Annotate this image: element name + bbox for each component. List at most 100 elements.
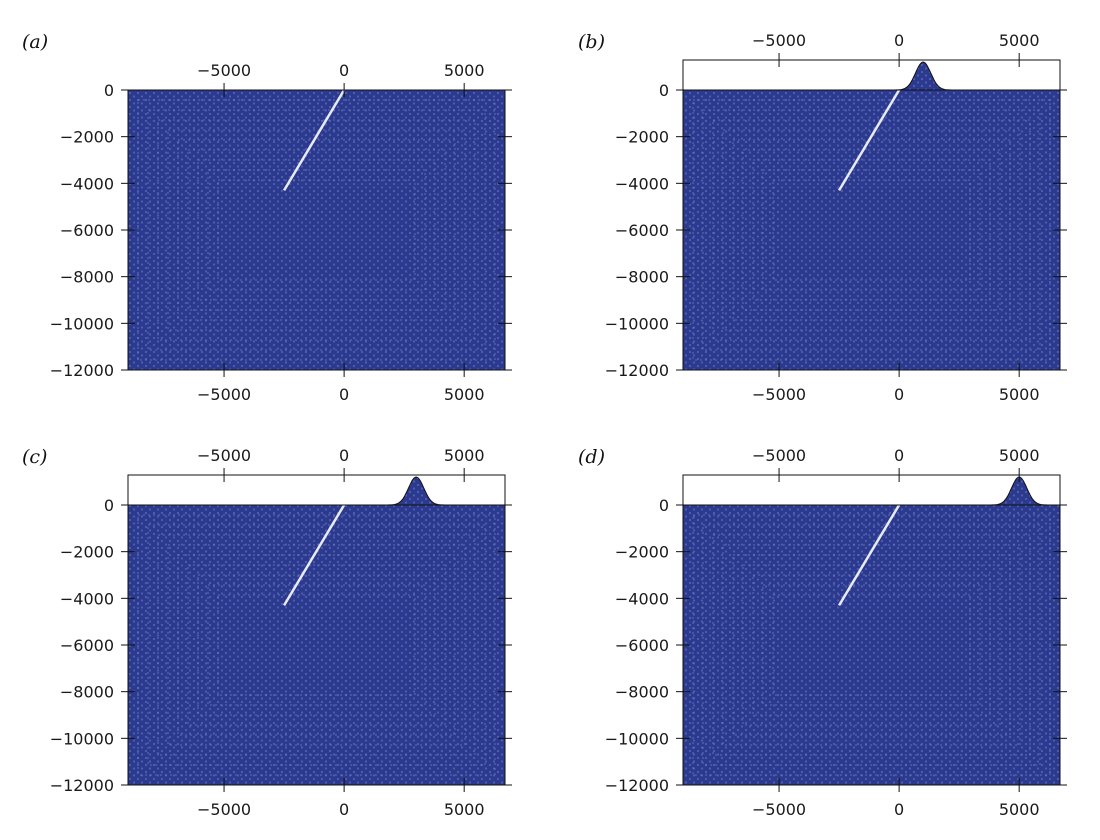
y-tick-label: −6000 — [615, 221, 669, 240]
layer-line — [732, 139, 1011, 321]
y-tick-label: −12000 — [50, 776, 114, 795]
layer-line — [207, 169, 426, 291]
layer-line — [702, 109, 1041, 351]
panel-a: (a) 0 −2000 −4000 −6000 −8000 −10000 −12000 −500… — [22, 31, 512, 404]
y-tick-label: −2000 — [615, 543, 669, 562]
x-tick-label: 0 — [894, 385, 904, 404]
layer-line — [147, 524, 486, 766]
y-tick-label: −12000 — [605, 776, 669, 795]
layer-line — [177, 554, 456, 736]
y-tick-label: −10000 — [50, 729, 114, 748]
panel-c: (c) 0 −2000 −4000 −6000 −8000 −10000 −12000 −500… — [22, 446, 512, 819]
panel-label: (d) — [578, 446, 605, 468]
panel-label: (b) — [578, 31, 605, 53]
x-tick-label: −5000 — [197, 800, 251, 819]
layer-line — [167, 129, 466, 331]
layer-line — [197, 574, 436, 716]
layer-line — [692, 514, 1051, 776]
layer-line — [722, 129, 1021, 331]
y-tick-label: 0 — [104, 81, 114, 100]
surface-frame — [682, 474, 1061, 506]
layer-line — [772, 179, 971, 281]
layer-line — [157, 534, 476, 756]
layer-line — [187, 564, 446, 726]
surface-frame — [127, 474, 506, 506]
panel-label: (c) — [22, 446, 47, 468]
layer-line — [157, 119, 476, 341]
x-tick-label-top: 5000 — [999, 31, 1040, 50]
y-tick-label: 0 — [659, 81, 669, 100]
particle-domain — [128, 505, 505, 785]
layer-line — [742, 564, 1001, 726]
layer-line — [742, 149, 1001, 311]
x-tick-label: 5000 — [999, 800, 1040, 819]
fault-line — [283, 89, 346, 191]
y-tick-label: 0 — [659, 496, 669, 515]
layer-line — [702, 524, 1041, 766]
y-tick-label: −4000 — [615, 174, 669, 193]
x-tick-label-top: 0 — [894, 31, 904, 50]
particle-domain — [683, 90, 1060, 370]
y-tick-label: −6000 — [60, 221, 114, 240]
fault-line — [283, 504, 346, 606]
x-tick-label: 0 — [339, 385, 349, 404]
y-tick-label: −8000 — [60, 683, 114, 702]
x-tick-label-top: 5000 — [444, 61, 485, 80]
x-tick-label: −5000 — [197, 385, 251, 404]
layer-line — [167, 544, 466, 746]
y-tick-label: −4000 — [60, 174, 114, 193]
x-tick-label-top: −5000 — [197, 446, 251, 465]
surface-frame — [682, 59, 1061, 91]
y-tick-label: −12000 — [50, 361, 114, 380]
layer-line — [722, 544, 1021, 746]
x-tick-label: 5000 — [444, 385, 485, 404]
layer-line — [137, 99, 496, 361]
x-tick-label: −5000 — [752, 385, 806, 404]
fault-line — [838, 504, 901, 606]
y-tick-label: −6000 — [615, 636, 669, 655]
y-tick-label: −2000 — [60, 543, 114, 562]
layer-line — [712, 534, 1031, 756]
particle-domain — [128, 90, 505, 370]
layer-line — [217, 179, 416, 281]
y-tick-label: −8000 — [60, 268, 114, 287]
y-tick-label: −4000 — [615, 589, 669, 608]
x-tick-label: 5000 — [444, 800, 485, 819]
y-tick-label: −8000 — [615, 683, 669, 702]
x-tick-label-top: −5000 — [197, 61, 251, 80]
layer-line — [762, 169, 981, 291]
x-tick-label-top: 0 — [894, 446, 904, 465]
y-tick-label: −2000 — [615, 128, 669, 147]
x-tick-label: −5000 — [752, 800, 806, 819]
layer-line — [207, 584, 426, 706]
x-tick-label-top: 5000 — [444, 446, 485, 465]
layer-line — [772, 594, 971, 696]
x-tick-label-top: −5000 — [752, 446, 806, 465]
y-tick-label: −8000 — [615, 268, 669, 287]
layer-line — [752, 574, 991, 716]
y-tick-label: −4000 — [60, 589, 114, 608]
x-tick-label-top: 5000 — [999, 446, 1040, 465]
layer-line — [732, 554, 1011, 736]
x-tick-label: 5000 — [999, 385, 1040, 404]
layer-line — [147, 109, 486, 351]
x-tick-label-top: 0 — [339, 61, 349, 80]
layer-line — [692, 99, 1051, 361]
layer-line — [752, 159, 991, 301]
particle-domain — [683, 505, 1060, 785]
panel-b: (b) 0 −2000 −4000 −6000 −8000 −10000 −12000 −500… — [578, 31, 1067, 404]
layer-line — [177, 139, 456, 321]
layer-line — [712, 119, 1031, 341]
layer-line — [762, 584, 981, 706]
x-tick-label-top: −5000 — [752, 31, 806, 50]
layer-line — [187, 149, 446, 311]
panel-d: (d) 0 −2000 −4000 −6000 −8000 −10000 −12000 −500… — [578, 446, 1067, 819]
y-tick-label: 0 — [104, 496, 114, 515]
y-tick-label: −10000 — [605, 314, 669, 333]
y-tick-label: −2000 — [60, 128, 114, 147]
y-tick-label: −10000 — [605, 729, 669, 748]
x-tick-label-top: 0 — [339, 446, 349, 465]
fault-line — [838, 89, 901, 191]
x-tick-label: 0 — [894, 800, 904, 819]
